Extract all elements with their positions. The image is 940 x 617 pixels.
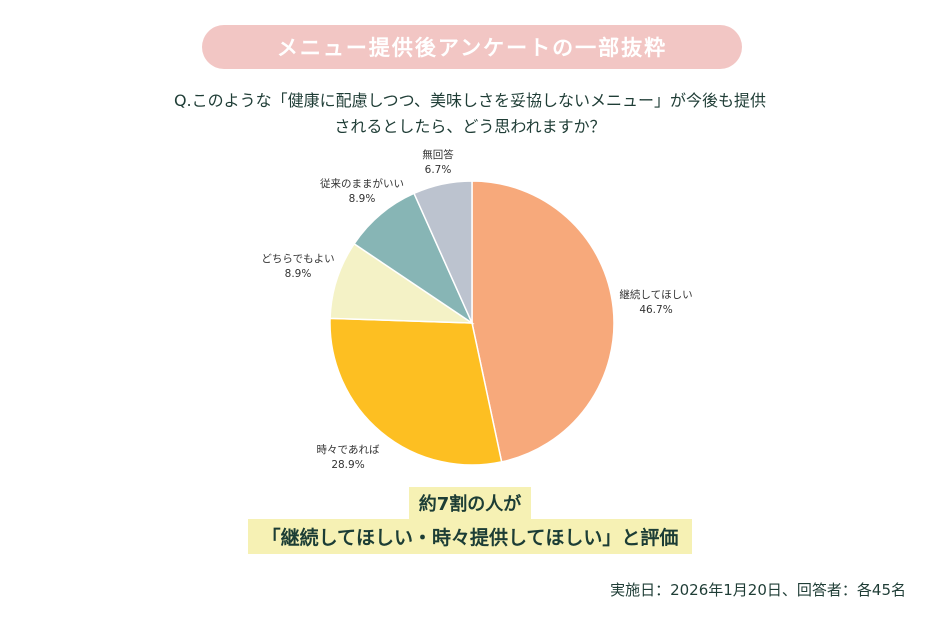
callout-line-1: 約7割の人が (408, 487, 532, 519)
slice-label-1: 時々であれば (317, 444, 380, 456)
callout-line-2: 「継続してほしい・時々提供してほしい」と評価 (247, 519, 693, 554)
slice-label-2: どちらでもよい (261, 253, 334, 265)
slice-value-4: 6.7% (425, 164, 452, 176)
callout-line-2-wrap: 「継続してほしい・時々提供してほしい」と評価 (0, 519, 940, 554)
survey-footnote: 実施日：2026年1月20日、回答者：各45名 (610, 581, 906, 599)
slice-label-4: 無回答 (422, 148, 454, 161)
pie-slice-4 (413, 180, 473, 324)
slice-value-0: 46.7% (639, 304, 672, 316)
slice-value-3: 8.9% (349, 193, 376, 205)
pie-slice-0 (471, 180, 615, 463)
question-line-2: されるとしたら、どう思われますか？ (334, 117, 606, 136)
question-text: Q.このような「健康に配慮しつつ、美味しさを妥協しないメニュー」が今後も提供 さ… (80, 88, 860, 140)
title-banner: メニュー提供後アンケートの一部抜粋 (202, 25, 742, 69)
callout-line-1-wrap: 約7割の人が (0, 487, 940, 519)
slice-value-1: 28.9% (331, 459, 364, 471)
question-line-1: Q.このような「健康に配慮しつつ、美味しさを妥協しないメニュー」が今後も提供 (173, 91, 767, 110)
pie-slice-1 (329, 317, 503, 466)
slice-value-2: 8.9% (285, 268, 312, 280)
slice-label-0: 継続してほしい (619, 288, 692, 301)
slice-label-3: 従来のままがいい (320, 177, 404, 190)
